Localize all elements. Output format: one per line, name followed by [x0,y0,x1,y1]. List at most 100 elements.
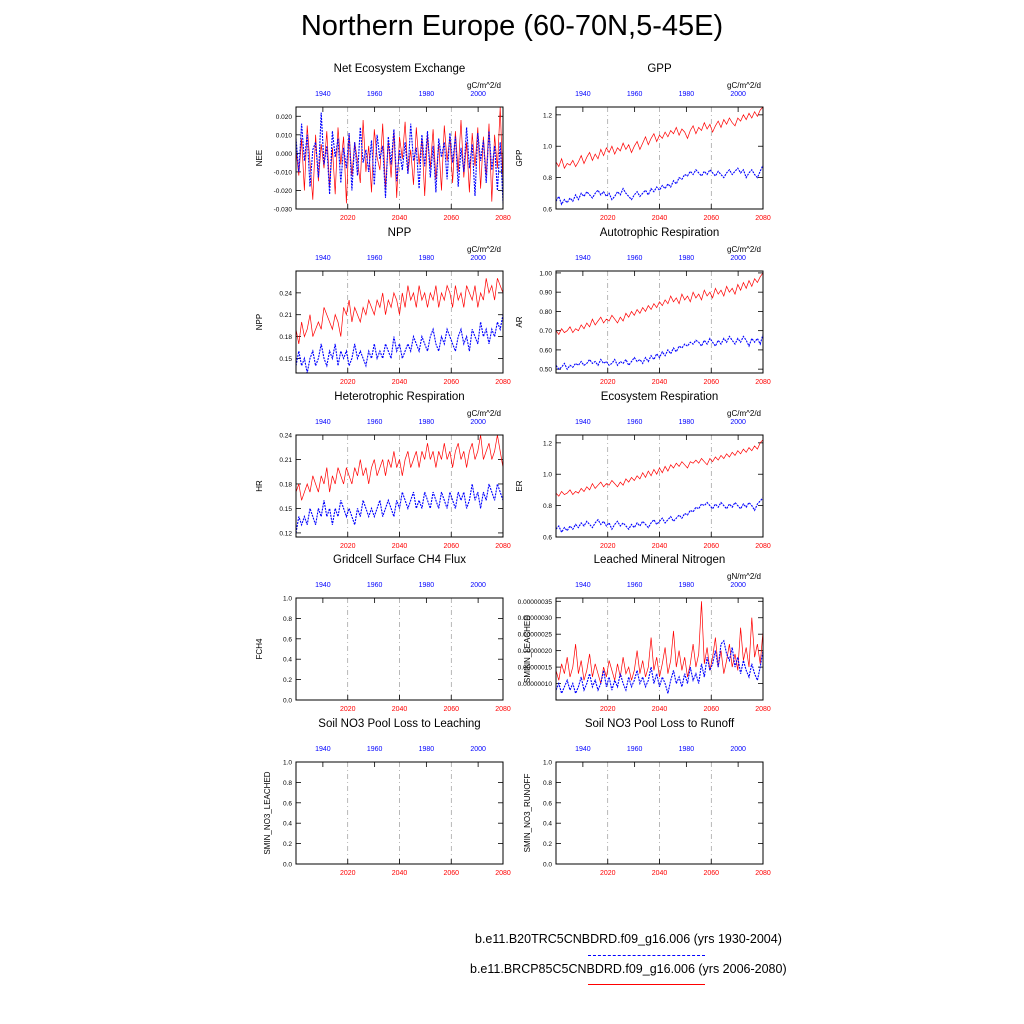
plot-frame [295,434,504,538]
y-tick-label: 0.0 [283,862,292,869]
x-tick-label-top: 1960 [367,746,383,753]
x-tick-label-bottom: 2040 [652,215,668,222]
y-tick-label: 1.2 [543,440,552,447]
x-tick-label-top: 2000 [470,91,486,98]
x-tick-label-bottom: 2080 [495,379,511,386]
y-tick-label: 0.2 [283,677,292,684]
plot-frame [295,106,504,210]
chart-units: gC/m^2/d [467,409,501,418]
y-tick-label: 0.2 [283,841,292,848]
x-tick-label-bottom: 2040 [392,543,408,550]
chart-title: NPP [388,227,412,239]
chart-panel-2: NPP gC/m^2/d 0.24 0.21 0.18 0.15 2020 2040 2060 2… [255,227,511,386]
y-tick-label: 0.0 [543,862,552,869]
x-tick-label-top: 2000 [730,746,746,753]
x-tick-label-bottom: 2080 [495,870,511,877]
y-tick-label: 1.0 [283,596,292,603]
chart-panel-6: Gridcell Surface CH4 Flux 1.0 0.8 0.6 0.4 0.2… [255,554,511,713]
plot-frame [555,434,764,538]
chart-units: gC/m^2/d [727,81,761,90]
x-tick-label-top: 1980 [679,255,695,262]
x-tick-label-top: 1980 [679,419,695,426]
plot-frame [295,761,504,865]
y-tick-label: 0.15 [279,506,292,513]
y-axis-label: AR [515,316,524,327]
x-tick-label-top: 1980 [419,746,435,753]
x-tick-label-bottom: 2060 [703,379,719,386]
y-tick-label: 0.6 [543,800,552,807]
series-line-rcp85 [295,434,504,501]
x-tick-label-top: 1980 [419,91,435,98]
series-line-historical [555,334,764,371]
chart-panel-8: Soil NO3 Pool Loss to Leaching 1.0 0.8 0.6 0… [263,718,511,877]
x-tick-label-bottom: 2080 [495,215,511,222]
x-tick-label-top: 1980 [679,746,695,753]
series-line-rcp85 [555,106,764,170]
x-tick-label-top: 1960 [627,255,643,262]
chart-panel-5: Ecosystem Respiration gC/m^2/d 1.2 1.0 0.8 0.… [515,391,771,550]
chart-panel-3: Autotrophic Respiration gC/m^2/d 1.00 0.90 0… [515,227,771,386]
series-line-historical [295,112,504,204]
y-tick-label: 1.0 [543,144,552,151]
y-tick-label: 0.00000015 [518,665,553,672]
y-tick-label: 0.6 [283,800,292,807]
y-tick-label: 0.70 [539,328,552,335]
x-tick-label-bottom: 2040 [652,543,668,550]
y-tick-label: -0.030 [274,207,293,214]
chart-title: Soil NO3 Pool Loss to Leaching [318,718,480,730]
x-tick-label-bottom: 2080 [755,215,771,222]
y-tick-label: -0.020 [274,188,293,195]
y-axis-label: HR [255,480,264,492]
y-tick-label: 0.00000035 [518,599,553,606]
chart-title: Net Ecosystem Exchange [334,63,466,75]
x-tick-label-top: 1980 [679,582,695,589]
x-tick-label-top: 1980 [419,419,435,426]
series-line-historical [555,164,764,206]
series-line-rcp85 [555,439,764,497]
x-tick-label-bottom: 2060 [443,543,459,550]
y-tick-label: 0.4 [283,821,292,828]
y-axis-label: ER [515,480,524,491]
legend-label-future: b.e11.BRCP85C5CNBDRD.f09_g16.006 (yrs 20… [470,962,787,976]
y-tick-label: 0.6 [543,535,552,542]
plot-frame [555,106,764,210]
chart-units: gC/m^2/d [467,81,501,90]
series-line-rcp85 [295,278,504,344]
chart-units: gC/m^2/d [727,409,761,418]
x-tick-label-bottom: 2040 [652,870,668,877]
chart-title: Autotrophic Respiration [600,227,720,239]
x-tick-label-bottom: 2060 [703,870,719,877]
y-tick-label: 0.4 [543,821,552,828]
page-title: Northern Europe (60-70N,5-45E) [300,10,724,42]
x-tick-label-top: 1940 [315,419,331,426]
x-tick-label-top: 1940 [315,91,331,98]
x-tick-label-top: 1960 [627,746,643,753]
y-axis-label: GPP [515,150,524,167]
x-tick-label-bottom: 2060 [443,215,459,222]
x-tick-label-bottom: 2020 [340,543,356,550]
chart-units: gC/m^2/d [467,245,501,254]
x-tick-label-top: 2000 [730,255,746,262]
series-line-rcp85 [555,272,764,336]
x-tick-label-bottom: 2040 [392,215,408,222]
x-tick-label-top: 2000 [730,91,746,98]
x-tick-label-top: 1940 [575,582,591,589]
y-axis-label: SMINN_LEACHED [523,615,532,683]
y-tick-label: 0.15 [279,356,292,363]
x-tick-label-bottom: 2080 [755,543,771,550]
legend-swatch-future [588,984,705,985]
y-axis-label: SMIN_NO3_LEACHED [263,771,272,854]
y-tick-label: 0.0 [283,698,292,705]
y-tick-label: 0.00000010 [518,681,553,688]
y-axis-label: FCH4 [255,638,264,659]
x-tick-label-bottom: 2020 [340,379,356,386]
series-line-historical [295,483,504,533]
x-tick-label-bottom: 2040 [392,379,408,386]
chart-title: Heterotrophic Respiration [334,391,464,403]
series-line-historical [555,639,764,696]
y-tick-label: -0.010 [274,169,293,176]
